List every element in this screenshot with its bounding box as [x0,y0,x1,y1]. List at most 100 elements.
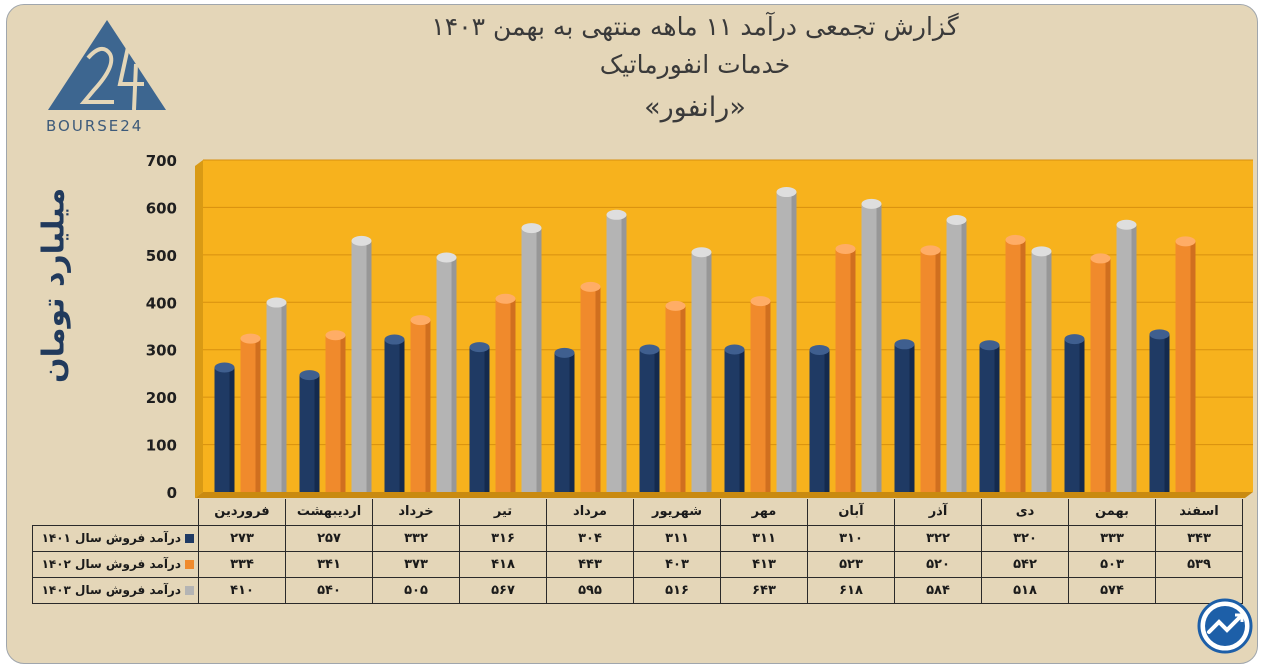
category-label: آذر [894,499,982,526]
data-value: ۴۰۳ [633,550,721,578]
data-value: ۵۱۸ [981,576,1069,604]
chart-badge-icon [1197,598,1253,654]
data-value: ۲۵۷ [285,524,373,552]
bar-cap [920,245,941,256]
bar-shadow [909,344,915,492]
table-row: درآمد فروش سال ۱۴۰۳ ۴۱۰ ۵۴۰ ۵۰۵ ۵۶۷ ۵۹۵ ۵۱۶ ۶۴۳… [32,576,1243,604]
category-label: اردیبهشت [285,499,373,526]
bar-shadow [1131,224,1137,492]
data-value: ۴۴۳ [546,550,634,578]
data-value: ۵۸۴ [894,576,982,604]
bar-cap [214,362,235,373]
category-label: تیر [459,499,547,526]
bar-cap [240,333,261,344]
series-label: درآمد فروش سال ۱۴۰۲ [32,550,199,578]
bar-cap [1005,234,1026,245]
bar-shadow [569,352,575,492]
y-tick-label: 400 [146,294,177,312]
bar-cap [1031,246,1052,257]
category-label: فروردین [198,499,286,526]
data-value: ۴۱۰ [198,576,286,604]
bar-shadow [484,347,490,492]
bar-cap [776,187,797,198]
category-label: دی [981,499,1069,526]
series-name: درآمد فروش سال ۱۴۰۲ [41,557,181,571]
company-name: «رانفور» [644,92,746,123]
category-label: بهمن [1068,499,1156,526]
bar-cap [495,293,516,304]
bar-cap [351,235,372,246]
bar-shadow [621,214,627,493]
data-value: ۵۶۷ [459,576,547,604]
bar-cap [606,209,627,220]
logo-text: BOURSE24 [46,117,144,135]
data-value: ۴۱۳ [720,550,808,578]
bar-cap [580,281,601,292]
plot-side-wall [195,160,203,498]
y-tick-label: 0 [167,484,177,502]
data-value: ۳۱۰ [807,524,895,552]
data-value: ۶۴۳ [720,576,808,604]
bar-shadow [366,240,372,492]
category-label: اسفند [1155,499,1243,526]
bar-cap [809,344,830,355]
series-label: درآمد فروش سال ۱۴۰۱ [32,524,199,552]
data-table: فروردین اردیبهشت خرداد تیر مرداد شهریور مهر آبا… [32,499,1243,604]
y-tick-label: 600 [146,199,177,217]
bar-shadow [1164,334,1170,492]
bar-shadow [340,335,346,492]
bar-shadow [739,349,745,492]
bar-cap [894,339,915,350]
legend-swatch [185,586,194,595]
data-value: ۳۱۱ [633,524,721,552]
bar-shadow [935,250,941,492]
table-header-row: فروردین اردیبهشت خرداد تیر مرداد شهریور مهر آبا… [33,499,1243,526]
bar-shadow [1105,258,1111,492]
bar-cap [1064,334,1085,345]
data-value: ۳۳۲ [372,524,460,552]
bar-shadow [595,286,601,492]
bar-cap [946,215,967,226]
data-value: ۵۲۳ [807,550,895,578]
data-value: ۵۳۹ [1155,550,1243,578]
data-value: ۳۱۱ [720,524,808,552]
y-tick-label: 100 [146,437,177,455]
category-label: مرداد [546,499,634,526]
data-value: ۵۹۵ [546,576,634,604]
data-value: ۳۳۴ [198,550,286,578]
y-tick-label: 700 [146,152,177,170]
bar-cap [750,296,771,307]
bar-cap [835,243,856,254]
data-value: ۵۷۴ [1068,576,1156,604]
data-value: ۴۱۸ [459,550,547,578]
bar-shadow [706,252,712,492]
bar-cap [691,247,712,258]
data-value: ۳۳۳ [1068,524,1156,552]
series-label: درآمد فروش سال ۱۴۰۳ [32,576,199,604]
bar-cap [521,223,542,234]
y-tick-label: 200 [146,389,177,407]
data-value: ۵۴۰ [285,576,373,604]
bar-cap [1149,329,1170,340]
bar-shadow [961,220,967,492]
bar-cap [861,198,882,209]
data-value: ۳۰۴ [546,524,634,552]
data-value: ۶۱۸ [807,576,895,604]
series-name: درآمد فروش سال ۱۴۰۳ [41,583,181,597]
bar-cap [1116,219,1137,230]
bar-cap [665,300,686,311]
plot-floor [195,492,1253,498]
data-value: ۵۰۵ [372,576,460,604]
bar-shadow [876,203,882,493]
bar-shadow [824,349,830,492]
data-value: ۵۰۳ [1068,550,1156,578]
bar-shadow [510,298,516,492]
bar-shadow [654,349,660,492]
bar-shadow [281,302,287,492]
bar-shadow [1020,239,1026,492]
bar-cap [1175,236,1196,247]
data-value: ۳۲۰ [981,524,1069,552]
series-name: درآمد فروش سال ۱۴۰۱ [41,531,181,545]
bar-shadow [765,301,771,492]
